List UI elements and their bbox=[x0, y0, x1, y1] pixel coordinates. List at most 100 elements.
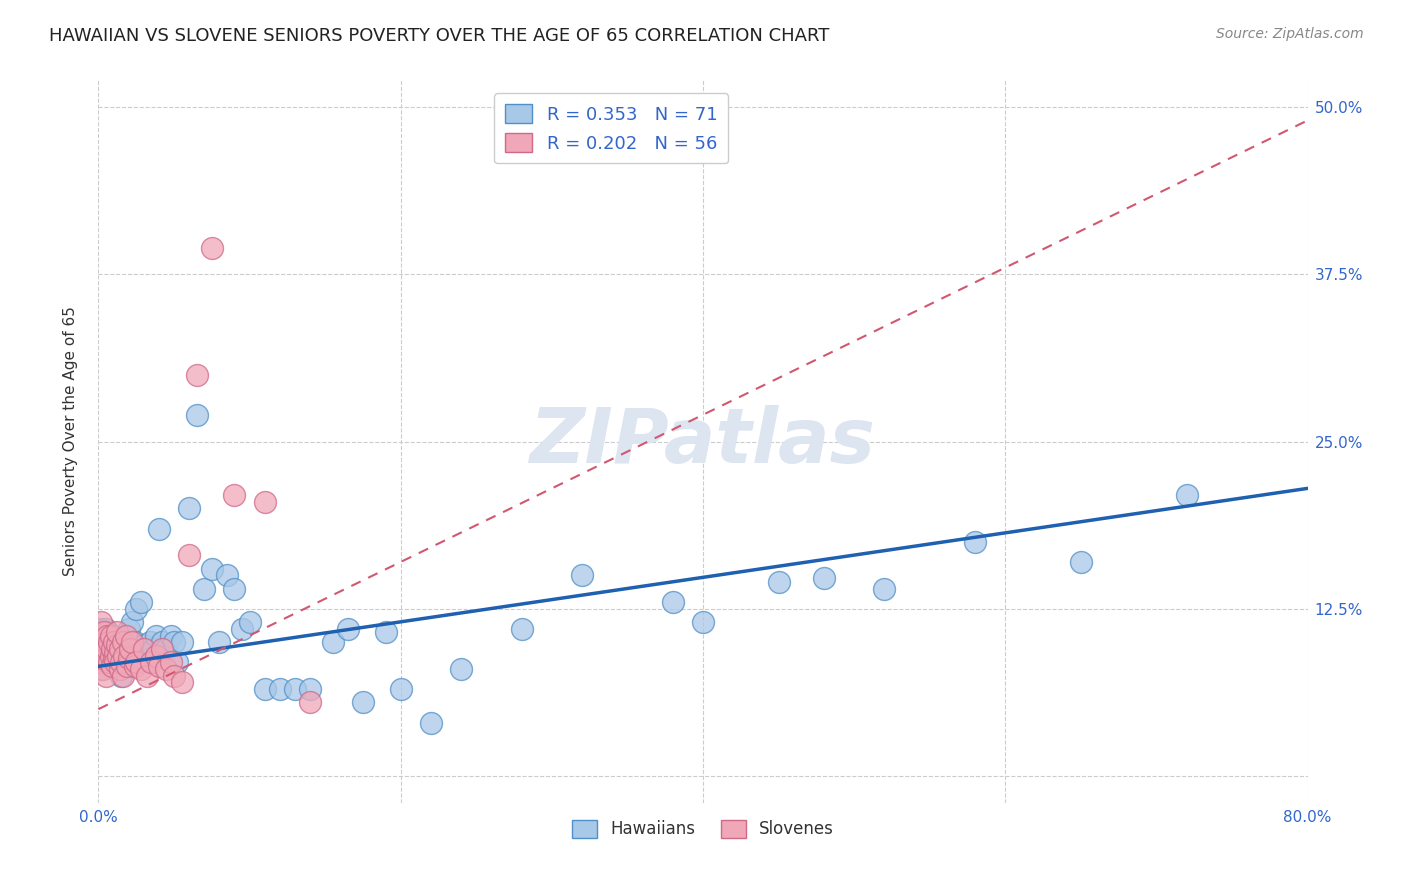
Point bbox=[148, 521, 170, 535]
Point bbox=[163, 669, 186, 683]
Point bbox=[107, 635, 129, 649]
Y-axis label: Seniors Poverty Over the Age of 65: Seniors Poverty Over the Age of 65 bbox=[63, 307, 77, 576]
Point bbox=[231, 622, 253, 636]
Point bbox=[201, 240, 224, 255]
Text: HAWAIIAN VS SLOVENE SENIORS POVERTY OVER THE AGE OF 65 CORRELATION CHART: HAWAIIAN VS SLOVENE SENIORS POVERTY OVER… bbox=[49, 27, 830, 45]
Point bbox=[91, 642, 114, 657]
Point bbox=[98, 635, 121, 649]
Point bbox=[93, 629, 115, 643]
Point bbox=[96, 629, 118, 643]
Point bbox=[193, 582, 215, 596]
Point bbox=[179, 548, 201, 563]
Point bbox=[105, 624, 128, 639]
Point bbox=[170, 635, 193, 649]
Point bbox=[105, 638, 128, 652]
Point bbox=[103, 635, 125, 649]
Point bbox=[224, 582, 246, 596]
Point bbox=[89, 635, 111, 649]
Point bbox=[873, 582, 896, 596]
Point bbox=[112, 638, 135, 652]
Point bbox=[115, 642, 138, 657]
Point bbox=[94, 622, 117, 636]
Point bbox=[111, 648, 134, 663]
Point bbox=[692, 615, 714, 630]
Point bbox=[114, 629, 136, 643]
Point bbox=[155, 662, 177, 676]
Point bbox=[284, 681, 307, 696]
Point bbox=[389, 681, 412, 696]
Point bbox=[155, 642, 177, 657]
Point bbox=[120, 642, 142, 657]
Point bbox=[166, 655, 188, 669]
Point bbox=[299, 681, 322, 696]
Point bbox=[114, 629, 136, 643]
Point bbox=[253, 681, 276, 696]
Point bbox=[98, 635, 121, 649]
Point bbox=[208, 635, 231, 649]
Point bbox=[186, 408, 208, 422]
Point bbox=[89, 642, 111, 657]
Point bbox=[90, 622, 112, 636]
Point bbox=[150, 642, 173, 657]
Point bbox=[352, 696, 374, 710]
Text: ZIPatlas: ZIPatlas bbox=[530, 405, 876, 478]
Point bbox=[124, 635, 146, 649]
Point bbox=[91, 662, 114, 676]
Point bbox=[93, 624, 115, 639]
Point bbox=[94, 655, 117, 669]
Point bbox=[215, 568, 238, 582]
Point bbox=[132, 642, 155, 657]
Point bbox=[510, 622, 533, 636]
Point bbox=[96, 624, 118, 639]
Point bbox=[104, 655, 127, 669]
Point bbox=[108, 642, 131, 657]
Point bbox=[336, 622, 359, 636]
Point bbox=[100, 648, 122, 663]
Point bbox=[129, 595, 152, 609]
Point bbox=[374, 624, 396, 639]
Point bbox=[145, 629, 167, 643]
Point bbox=[101, 659, 124, 673]
Point bbox=[107, 648, 129, 663]
Point bbox=[110, 655, 132, 669]
Point bbox=[90, 662, 112, 676]
Point bbox=[127, 648, 149, 663]
Point bbox=[112, 648, 135, 663]
Point bbox=[253, 494, 276, 508]
Text: Source: ZipAtlas.com: Source: ZipAtlas.com bbox=[1216, 27, 1364, 41]
Point bbox=[813, 571, 835, 585]
Point bbox=[163, 635, 186, 649]
Point bbox=[96, 642, 118, 657]
Point bbox=[108, 651, 131, 665]
Point bbox=[135, 651, 157, 665]
Point bbox=[93, 648, 115, 663]
Point bbox=[89, 655, 111, 669]
Point bbox=[103, 651, 125, 665]
Point bbox=[186, 368, 208, 382]
Point bbox=[571, 568, 593, 582]
Point bbox=[661, 595, 683, 609]
Point bbox=[150, 635, 173, 649]
Point bbox=[135, 669, 157, 683]
Point bbox=[141, 655, 163, 669]
Point bbox=[170, 675, 193, 690]
Point bbox=[94, 669, 117, 683]
Point bbox=[98, 655, 121, 669]
Point bbox=[105, 646, 128, 660]
Point bbox=[129, 662, 152, 676]
Point bbox=[125, 655, 148, 669]
Point bbox=[160, 629, 183, 643]
Point bbox=[124, 659, 146, 673]
Point bbox=[104, 642, 127, 657]
Point bbox=[322, 635, 344, 649]
Point bbox=[179, 501, 201, 516]
Point bbox=[103, 629, 125, 643]
Point bbox=[1070, 555, 1092, 569]
Point bbox=[96, 642, 118, 657]
Point bbox=[201, 562, 224, 576]
Point bbox=[420, 715, 443, 730]
Point bbox=[269, 681, 291, 696]
Point bbox=[142, 642, 165, 657]
Point bbox=[121, 635, 143, 649]
Point bbox=[100, 629, 122, 643]
